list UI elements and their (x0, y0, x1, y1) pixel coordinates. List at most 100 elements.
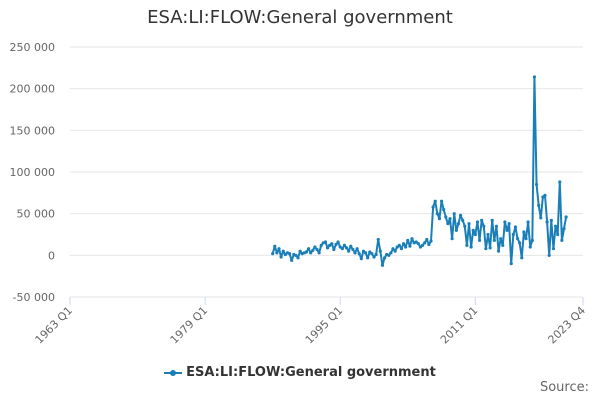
data-point (551, 247, 556, 251)
data-point (323, 240, 328, 244)
data-point (279, 255, 283, 259)
data-point (509, 262, 513, 266)
data-point (277, 247, 281, 251)
data-point (539, 216, 543, 220)
data-point (501, 243, 505, 247)
data-point (463, 224, 467, 228)
data-point (374, 252, 378, 257)
data-point (526, 220, 530, 224)
data-point (547, 253, 551, 257)
data-point (486, 232, 490, 237)
data-point (496, 249, 501, 253)
x-tick-label: 2023 Q4 (546, 304, 589, 347)
data-point (408, 244, 412, 248)
data-point (336, 240, 340, 244)
data-point (549, 218, 553, 222)
data-point (467, 222, 471, 226)
data-point (482, 224, 486, 228)
data-point (427, 242, 431, 247)
data-point (313, 245, 317, 249)
y-tick-label: 200 000 (10, 83, 56, 96)
data-point (420, 243, 425, 247)
data-point (334, 242, 338, 247)
data-point (444, 215, 448, 219)
data-point (534, 182, 539, 187)
data-point (494, 224, 499, 228)
data-point (448, 217, 452, 221)
data-point (363, 251, 368, 255)
data-point (446, 222, 450, 226)
data-point (344, 246, 349, 250)
data-point (425, 237, 429, 242)
data-point (366, 256, 370, 260)
data-point (357, 252, 361, 256)
data-point (332, 247, 336, 252)
data-point (545, 220, 549, 224)
data-point (452, 212, 456, 216)
data-point (423, 241, 427, 245)
data-point (456, 222, 461, 226)
data-point (442, 207, 446, 212)
data-point (435, 212, 439, 216)
data-point (465, 243, 469, 247)
data-point (458, 213, 463, 217)
data-point (271, 252, 275, 256)
data-point (347, 249, 351, 253)
y-tick-label: 0 (48, 249, 55, 262)
data-point (391, 247, 395, 251)
data-point (553, 224, 558, 228)
data-point (537, 203, 541, 207)
data-point (410, 237, 414, 241)
data-point (353, 251, 357, 255)
data-point (380, 263, 385, 267)
data-point (543, 193, 547, 197)
data-point (515, 237, 520, 241)
data-point (532, 75, 537, 79)
data-point (503, 220, 507, 224)
y-tick-label: -50 000 (13, 291, 55, 304)
data-point (499, 237, 503, 241)
y-tick-label: 150 000 (10, 124, 56, 137)
data-point (393, 249, 397, 253)
data-point (306, 247, 311, 251)
data-point (378, 249, 382, 253)
data-point (480, 218, 484, 222)
data-point (382, 256, 387, 260)
data-point (372, 255, 376, 259)
data-point (416, 242, 420, 246)
data-point (461, 218, 465, 222)
series-line (271, 76, 568, 267)
data-point (281, 249, 285, 253)
data-point (317, 251, 321, 255)
data-point (484, 247, 488, 251)
data-point (340, 247, 344, 251)
data-point (287, 252, 292, 256)
data-point (273, 244, 277, 248)
data-point (404, 245, 408, 249)
y-tick-label: 250 000 (10, 41, 56, 54)
data-point (330, 242, 334, 246)
data-point (477, 238, 482, 242)
data-point (511, 232, 515, 237)
data-point (406, 238, 410, 242)
data-point (471, 228, 475, 232)
data-point (325, 246, 330, 250)
data-point (439, 199, 444, 203)
legend[interactable]: ESA:LI:FLOW:General government (0, 365, 600, 380)
data-point (562, 227, 566, 231)
data-point (564, 215, 568, 219)
data-point (355, 247, 359, 251)
data-point (530, 238, 534, 242)
source-label: Source: (539, 380, 589, 395)
data-point (558, 180, 562, 184)
data-point (351, 247, 355, 252)
data-point (437, 217, 442, 221)
data-point (309, 251, 313, 255)
data-point (389, 251, 393, 255)
data-point (488, 246, 492, 250)
y-tick-label: 100 000 (10, 166, 56, 179)
data-point (294, 253, 298, 257)
data-point (454, 228, 458, 232)
legend-label: ESA:LI:FLOW:General government (186, 365, 436, 380)
